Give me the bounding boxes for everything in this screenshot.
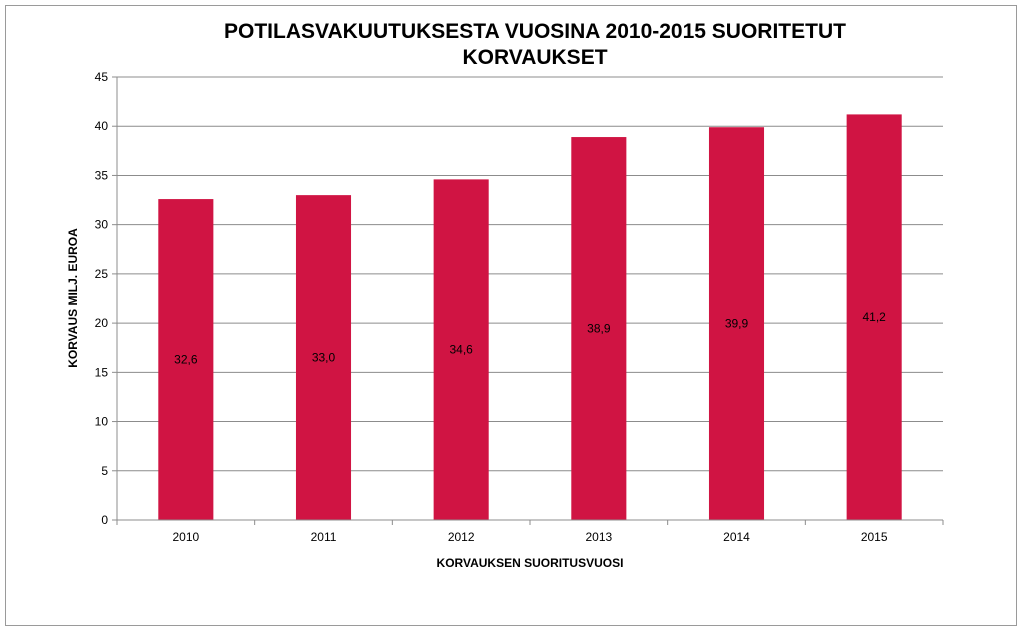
x-tick-label: 2010 [172,530,199,544]
bar-value-label: 38,9 [587,322,611,336]
bar-value-label: 39,9 [725,317,749,331]
x-axis-title: KORVAUKSEN SUORITUSVUOSI [437,556,624,570]
y-tick-label: 45 [95,70,109,84]
y-tick-label: 25 [95,267,109,281]
bar-2011 [295,195,352,520]
bars [158,114,902,521]
x-tick-label: 2014 [723,530,750,544]
x-tick-label: 2012 [448,530,475,544]
y-tick-label: 35 [95,168,109,182]
chart-title-line-1: POTILASVAKUUTUKSESTA VUOSINA 2010-2015 S… [224,20,846,43]
bar-value-label: 33,0 [312,351,336,365]
labels: 0 5 10 15 20 25 30 35 40 45 32,6 2010 33,0 2011 34,6 20… [95,70,888,544]
bar-value-label: 41,2 [862,310,886,324]
bar-2015 [846,114,902,521]
bar-value-label: 34,6 [449,343,473,357]
bar-2014 [708,127,765,520]
bar-value-label: 32,6 [174,353,198,367]
bar-2013 [571,137,627,520]
y-tick-label: 40 [95,119,109,133]
y-tick-label: 20 [95,316,109,330]
y-tick-label: 15 [95,365,109,379]
bar-2012 [433,179,489,521]
y-axis-title: KORVAUS MILJ. EUROA [66,228,80,368]
y-tick-label: 30 [95,218,109,232]
axes [112,76,944,525]
x-tick-label: 2011 [311,530,337,544]
y-tick-label: 10 [95,415,109,429]
y-tick-label: 0 [101,513,108,527]
y-tick-label: 5 [101,464,108,478]
chart-title-line-2: KORVAUKSET [462,46,608,69]
x-tick-label: 2015 [861,530,888,544]
x-tick-label: 2013 [585,530,612,544]
bar-2010 [158,199,214,520]
gridlines [117,76,943,472]
